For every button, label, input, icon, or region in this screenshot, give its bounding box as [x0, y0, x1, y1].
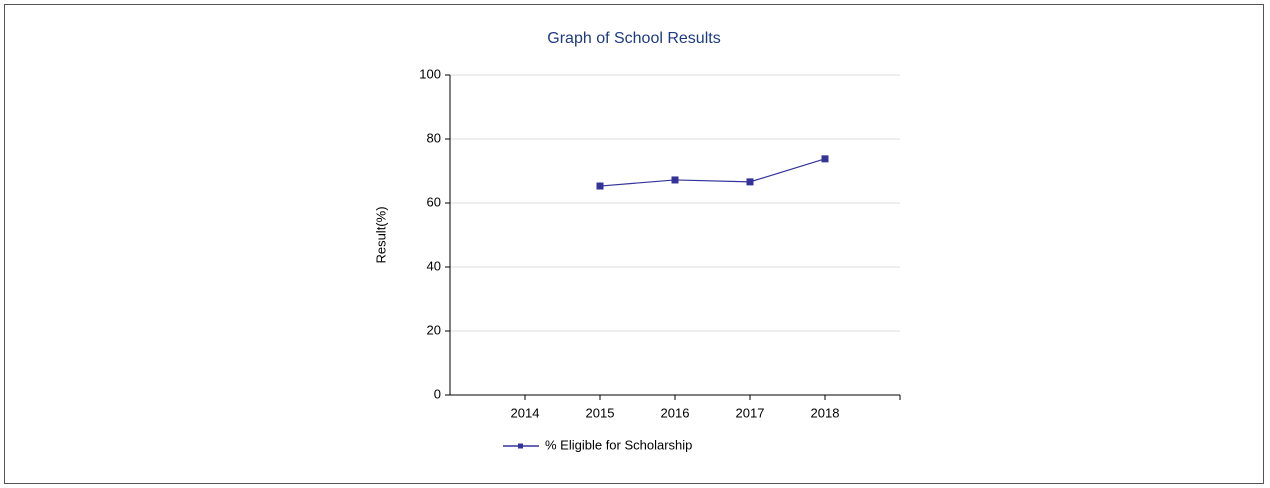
- y-tick-label: 80: [427, 130, 441, 145]
- x-tick-label: 2018: [811, 405, 840, 420]
- legend-marker: [518, 443, 523, 449]
- data-point: [746, 178, 754, 186]
- x-tick-label: 2016: [661, 405, 690, 420]
- y-tick-label: 20: [427, 322, 441, 337]
- y-tick-label: 60: [427, 194, 441, 209]
- y-tick-label: 100: [419, 66, 441, 81]
- y-axis-label: Result(%): [373, 206, 388, 263]
- x-tick-label: 2014: [511, 405, 540, 420]
- chart-title: Graph of School Results: [547, 30, 720, 47]
- y-tick-label: 0: [434, 386, 441, 401]
- legend-label: % Eligible for Scholarship: [545, 437, 692, 452]
- x-tick-label: 2015: [586, 405, 615, 420]
- y-tick-label: 40: [427, 258, 441, 273]
- x-tick-label: 2017: [736, 405, 765, 420]
- series-line: [599, 158, 826, 187]
- data-point: [821, 155, 829, 163]
- data-point: [596, 182, 604, 190]
- data-point: [671, 176, 679, 184]
- chart-frame: [4, 4, 1264, 484]
